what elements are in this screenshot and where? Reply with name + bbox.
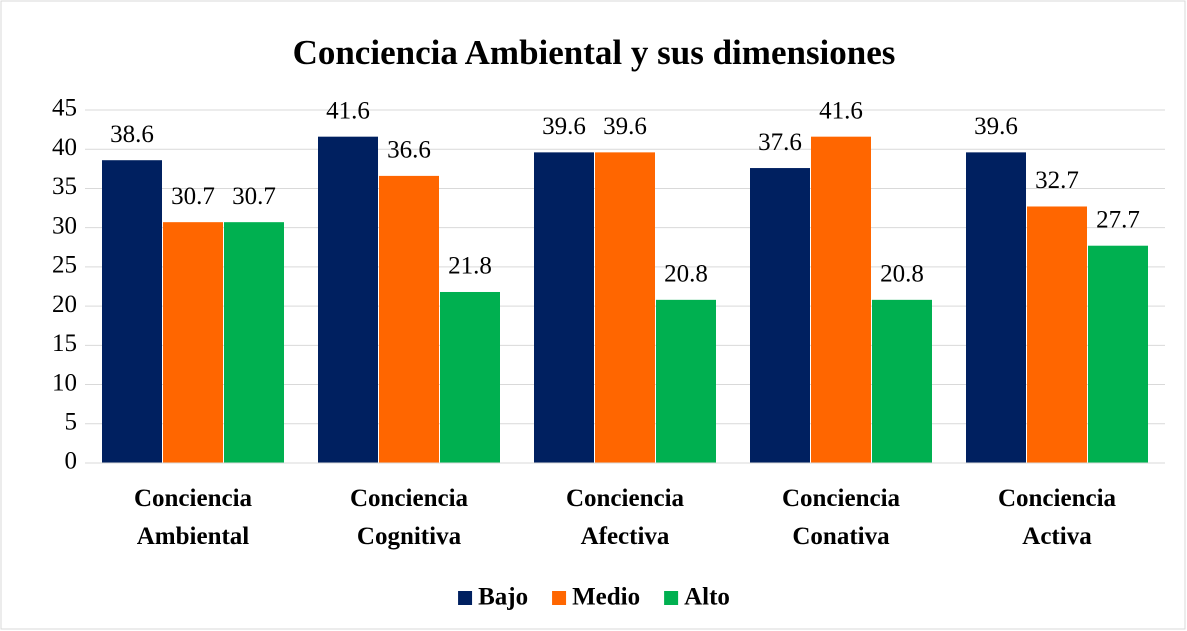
- bar: [1088, 245, 1148, 463]
- data-label: 21.8: [448, 253, 492, 280]
- bar: [595, 152, 655, 464]
- data-label: 39.6: [603, 113, 647, 140]
- bar: [440, 291, 500, 463]
- chart-title: Conciencia Ambiental y sus dimensiones: [293, 33, 896, 72]
- data-label: 30.7: [171, 183, 215, 210]
- legend-swatch: [664, 591, 679, 605]
- y-tick-label: 30: [52, 212, 77, 239]
- x-tick-label: Conciencia Activa: [998, 485, 1117, 550]
- y-tick-label: 10: [52, 369, 77, 396]
- bar: [163, 222, 223, 463]
- y-tick-label: 25: [52, 252, 77, 279]
- y-tick-label: 45: [52, 95, 77, 122]
- data-label: 36.6: [387, 137, 431, 164]
- y-tick-label: 20: [52, 291, 77, 318]
- data-label: 20.8: [880, 261, 924, 288]
- legend-label: Bajo: [478, 584, 528, 611]
- y-tick-label: 5: [65, 409, 78, 436]
- bar: [811, 136, 871, 463]
- bar: [102, 160, 162, 463]
- data-label: 41.6: [326, 97, 370, 124]
- bar: [534, 152, 594, 464]
- bar: [750, 168, 810, 463]
- bar: [318, 136, 378, 463]
- legend-label: Medio: [572, 584, 640, 611]
- data-label: 32.7: [1035, 167, 1079, 194]
- bar: [379, 175, 439, 464]
- bar: [224, 222, 284, 463]
- x-tick-label: Conciencia Afectiva: [566, 485, 685, 550]
- data-label: 20.8: [664, 261, 708, 288]
- y-tick-label: 40: [52, 134, 77, 161]
- data-label: 37.6: [758, 129, 802, 156]
- bar: [1027, 206, 1087, 463]
- data-label: 39.6: [974, 113, 1018, 140]
- bar: [966, 152, 1026, 464]
- y-tick-label: 15: [52, 330, 77, 357]
- x-tick-label: Conciencia Ambiental: [134, 485, 253, 550]
- data-label: 41.6: [819, 97, 863, 124]
- y-tick-label: 35: [52, 173, 77, 200]
- data-label: 27.7: [1096, 206, 1140, 233]
- legend-swatch: [458, 591, 473, 605]
- data-label: 38.6: [110, 121, 154, 148]
- data-label: 39.6: [542, 113, 586, 140]
- data-label: 30.7: [232, 183, 276, 210]
- x-tick-label: Conciencia Conativa: [782, 485, 901, 550]
- legend-swatch: [552, 591, 567, 605]
- legend-label: Alto: [684, 584, 730, 611]
- y-tick-label: 0: [65, 448, 78, 475]
- bar: [656, 299, 716, 463]
- x-tick-label: Conciencia Cognitiva: [350, 485, 469, 550]
- bar: [872, 299, 932, 463]
